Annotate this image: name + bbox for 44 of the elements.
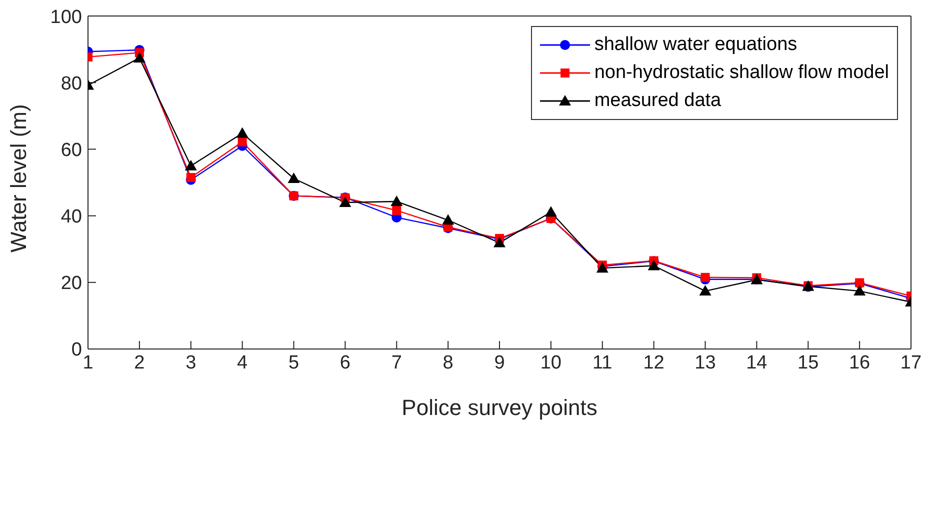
y-tick-label: 20: [60, 273, 82, 294]
point: [238, 137, 247, 146]
y-axis-title: Water level (m): [6, 104, 31, 252]
x-tick-label: 12: [643, 352, 664, 374]
x-tick-label: 4: [237, 352, 248, 374]
x-tick-label: 16: [848, 352, 870, 374]
legend-label: non-hydrostatic shallow flow model: [594, 62, 889, 84]
point: [700, 272, 710, 282]
point: [133, 52, 146, 62]
point: [648, 260, 660, 270]
y-tick-label: 80: [60, 73, 82, 94]
point: [392, 206, 402, 215]
y-tick-label: 0: [71, 340, 82, 361]
point: [288, 172, 300, 184]
x-tick-label: 9: [494, 352, 505, 374]
point: [236, 127, 248, 138]
legend-label: measured data: [594, 90, 722, 112]
x-tick-label: 3: [186, 352, 196, 374]
x-tick-label: 6: [340, 352, 350, 374]
x-tick-label: 14: [746, 352, 768, 374]
x-tick-label: 2: [134, 352, 145, 374]
point: [854, 285, 866, 296]
point: [186, 173, 196, 182]
x-tick-label: 13: [694, 352, 716, 374]
x-tick-label: 5: [288, 352, 300, 374]
point: [184, 160, 197, 170]
x-tick-label: 17: [900, 352, 922, 374]
x-tick-label: 10: [540, 352, 562, 374]
point: [544, 206, 557, 217]
x-axis-title: Police survey points: [402, 395, 598, 420]
y-tick-label: 100: [50, 6, 82, 28]
legend-label: shallow water equations: [594, 34, 798, 56]
y-tick-label: 40: [60, 206, 82, 228]
x-tick-label: 7: [391, 352, 402, 374]
y-tick-label: 60: [60, 140, 82, 161]
point: [442, 214, 454, 225]
x-tick-label: 1: [82, 352, 94, 374]
point: [699, 285, 712, 296]
x-tick-label: 8: [442, 352, 454, 374]
point: [339, 196, 352, 207]
x-tick-label: 15: [798, 352, 819, 374]
point: [494, 236, 506, 248]
x-tick-label: 11: [592, 352, 612, 374]
point: [390, 195, 403, 206]
